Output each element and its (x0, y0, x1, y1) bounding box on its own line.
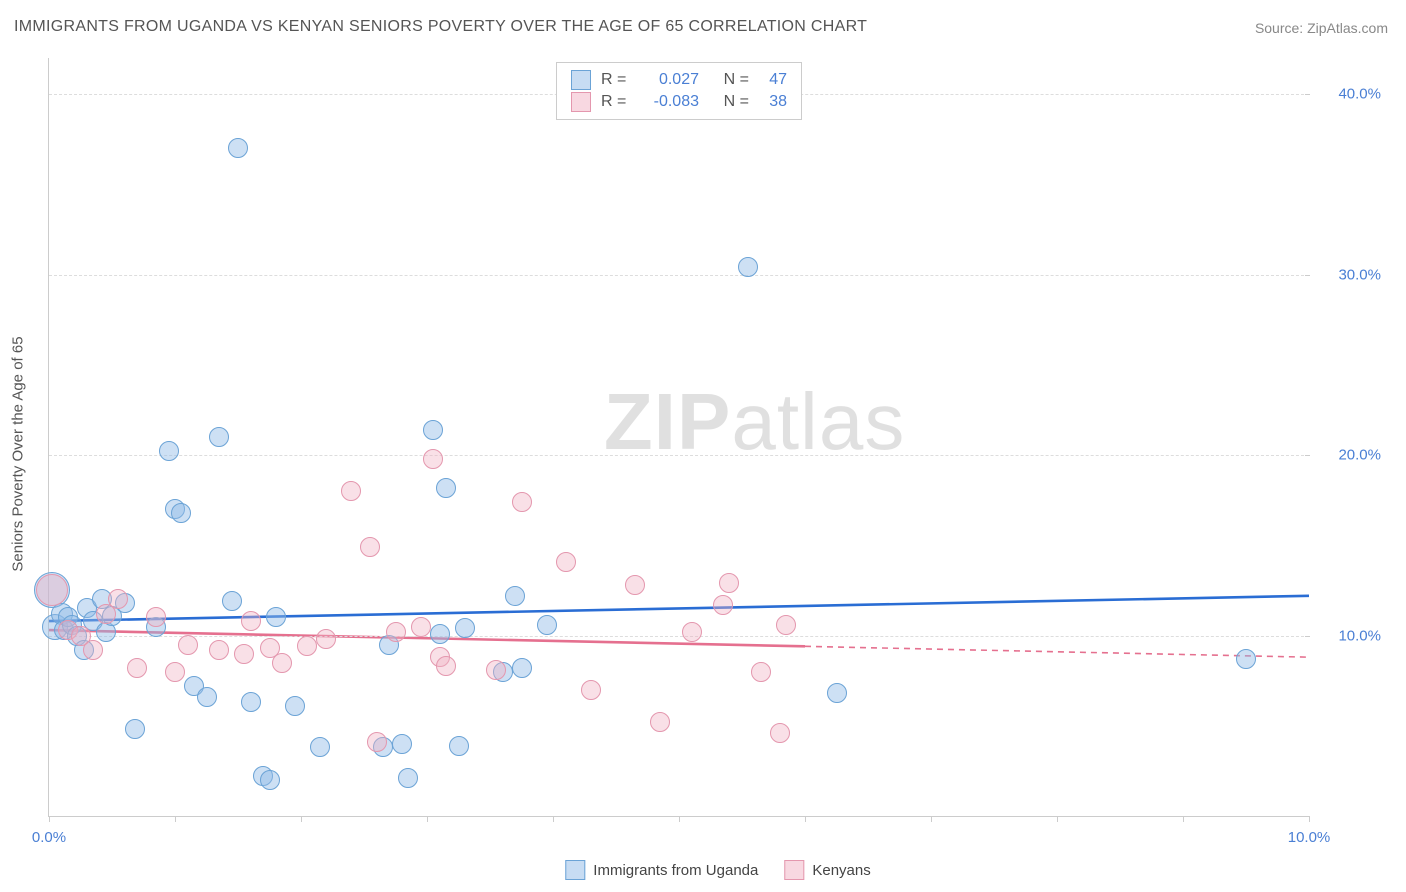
scatter-point (423, 449, 443, 469)
scatter-point (770, 723, 790, 743)
scatter-point (436, 478, 456, 498)
swatch-icon (571, 70, 591, 90)
swatch-icon (571, 92, 591, 112)
scatter-point (436, 656, 456, 676)
x-tick-label: 0.0% (32, 829, 66, 846)
scatter-point (209, 427, 229, 447)
scatter-point (367, 732, 387, 752)
scatter-point (392, 734, 412, 754)
scatter-point (360, 537, 380, 557)
scatter-point (108, 589, 128, 609)
scatter-point (650, 712, 670, 732)
scatter-point (209, 640, 229, 660)
swatch-icon (565, 860, 585, 880)
scatter-point (486, 660, 506, 680)
scatter-point (776, 615, 796, 635)
scatter-point (430, 624, 450, 644)
scatter-point (719, 573, 739, 593)
scatter-point (505, 586, 525, 606)
scatter-point (1236, 649, 1256, 669)
legend-row-uganda: R = 0.027 N = 47 (571, 69, 787, 91)
legend-entry-kenyans: Kenyans (784, 860, 870, 880)
scatter-plot: ZIPatlas R = 0.027 N = 47 R = -0.083 N =… (48, 58, 1309, 817)
scatter-point (423, 420, 443, 440)
trend-lines (49, 58, 1309, 816)
scatter-point (398, 768, 418, 788)
legend-correlation: R = 0.027 N = 47 R = -0.083 N = 38 (556, 62, 802, 120)
y-tick-label: 20.0% (1321, 447, 1381, 464)
source-label: Source: ZipAtlas.com (1255, 20, 1388, 36)
x-tick-label: 10.0% (1288, 829, 1331, 846)
scatter-point (411, 617, 431, 637)
y-tick-label: 10.0% (1321, 627, 1381, 644)
scatter-point (146, 607, 166, 627)
scatter-point (682, 622, 702, 642)
scatter-point (36, 574, 68, 606)
scatter-point (556, 552, 576, 572)
scatter-point (512, 658, 532, 678)
scatter-point (159, 441, 179, 461)
scatter-point (241, 611, 261, 631)
scatter-point (341, 481, 361, 501)
scatter-point (197, 687, 217, 707)
scatter-point (449, 736, 469, 756)
scatter-point (228, 138, 248, 158)
legend-series: Immigrants from Uganda Kenyans (565, 860, 870, 880)
scatter-point (171, 503, 191, 523)
grid-line (49, 275, 1309, 276)
scatter-point (125, 719, 145, 739)
chart-area: Seniors Poverty Over the Age of 65 ZIPat… (48, 58, 1388, 850)
scatter-point (310, 737, 330, 757)
legend-entry-uganda: Immigrants from Uganda (565, 860, 758, 880)
scatter-point (581, 680, 601, 700)
scatter-point (234, 644, 254, 664)
scatter-point (512, 492, 532, 512)
y-tick-label: 30.0% (1321, 266, 1381, 283)
scatter-point (751, 662, 771, 682)
legend-row-kenyans: R = -0.083 N = 38 (571, 91, 787, 113)
scatter-point (738, 257, 758, 277)
scatter-point (127, 658, 147, 678)
grid-line (49, 455, 1309, 456)
scatter-point (266, 607, 286, 627)
scatter-point (713, 595, 733, 615)
scatter-point (178, 635, 198, 655)
scatter-point (260, 770, 280, 790)
scatter-point (297, 636, 317, 656)
scatter-point (827, 683, 847, 703)
scatter-point (222, 591, 242, 611)
scatter-point (83, 640, 103, 660)
scatter-point (625, 575, 645, 595)
y-axis-label: Seniors Poverty Over the Age of 65 (10, 336, 27, 571)
scatter-point (537, 615, 557, 635)
scatter-point (316, 629, 336, 649)
grid-line (49, 636, 1309, 637)
scatter-point (241, 692, 261, 712)
scatter-point (285, 696, 305, 716)
y-tick-label: 40.0% (1321, 86, 1381, 103)
scatter-point (272, 653, 292, 673)
scatter-point (165, 662, 185, 682)
scatter-point (386, 622, 406, 642)
scatter-point (455, 618, 475, 638)
chart-title: IMMIGRANTS FROM UGANDA VS KENYAN SENIORS… (14, 18, 867, 36)
swatch-icon (784, 860, 804, 880)
